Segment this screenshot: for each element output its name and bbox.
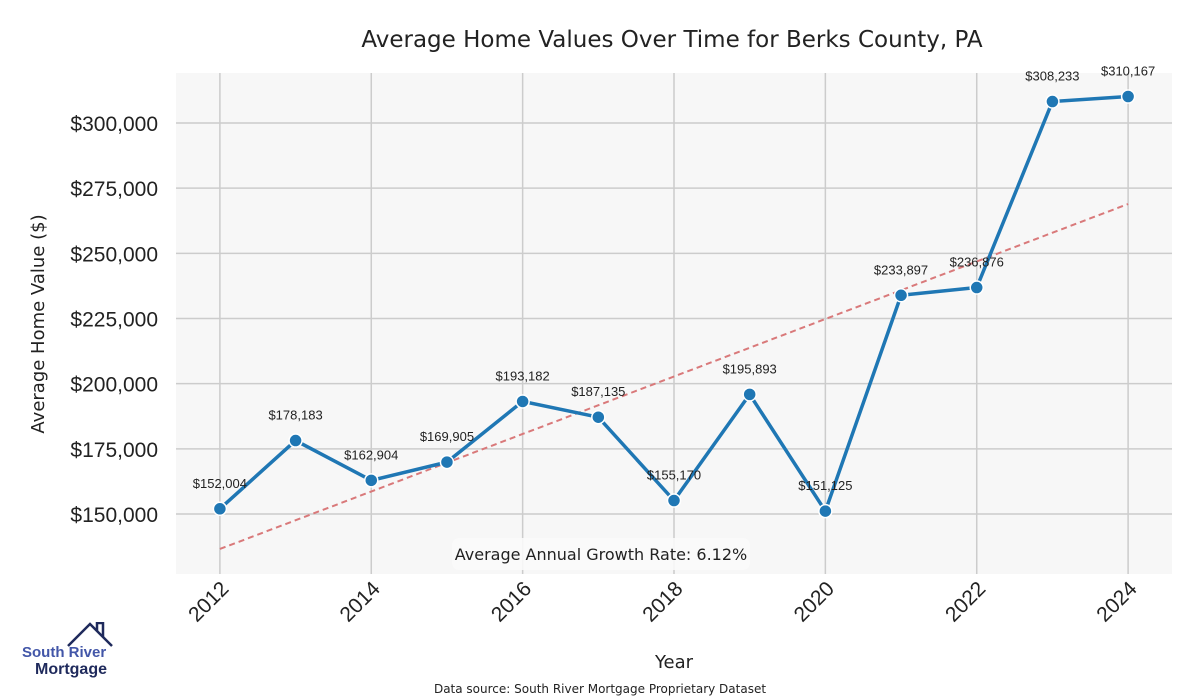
trend-line	[219, 203, 1129, 550]
x-tick-label: 2014	[336, 577, 386, 627]
data-label: $155,170	[647, 468, 701, 483]
data-label: $178,183	[268, 408, 322, 423]
annotation-box	[452, 538, 750, 570]
data-point	[1045, 94, 1060, 109]
data-point	[893, 288, 909, 303]
data-point	[364, 473, 379, 488]
data-point	[666, 493, 682, 508]
logo-line1: South River	[22, 644, 107, 661]
x-tick-label: 2022	[941, 577, 990, 626]
y-tick-label: $225,000	[70, 309, 158, 332]
y-axis-label: Average Home Value ($)	[28, 214, 49, 433]
data-point	[1120, 89, 1136, 104]
data-label: $151,125	[798, 478, 852, 493]
x-tick-label: 2018	[638, 577, 687, 626]
data-point	[742, 387, 757, 402]
data-label: $152,004	[193, 476, 247, 491]
x-tick-label: 2016	[487, 577, 536, 626]
y-tick-label: $250,000	[70, 243, 158, 266]
data-label: $233,897	[874, 262, 928, 277]
data-point	[439, 454, 455, 470]
data-point	[212, 501, 228, 517]
growth-rate-annotation: Average Annual Growth Rate: 6.12%	[455, 545, 747, 564]
y-tick-label: $200,000	[70, 374, 158, 397]
data-label: $187,135	[571, 384, 625, 399]
x-tick-label: 2024	[1092, 577, 1142, 627]
data-source-note: Data source: South River Mortgage Propri…	[434, 682, 766, 696]
data-label: $308,233	[1025, 69, 1079, 84]
data-label: $236,876	[950, 255, 1004, 270]
house-roof-icon	[67, 622, 113, 647]
y-tick-label: $275,000	[70, 178, 158, 201]
y-tick-label: $150,000	[70, 504, 158, 527]
data-point	[818, 503, 833, 519]
data-label: $169,905	[420, 429, 474, 444]
x-tick-label: 2012	[184, 577, 233, 626]
x-tick-label: 2020	[790, 577, 839, 626]
logo-line2: Mortgage	[35, 661, 107, 678]
data-point	[515, 394, 530, 409]
y-tick-label: $175,000	[70, 439, 158, 462]
chart-title: Average Home Values Over Time for Berks …	[361, 27, 983, 53]
data-label: $193,182	[496, 368, 550, 383]
x-axis-label: Year	[654, 652, 694, 673]
y-tick-label: $300,000	[70, 113, 158, 136]
south-river-mortgage-logo: South River Mortgage	[22, 622, 114, 682]
data-point	[591, 409, 606, 425]
data-label: $195,893	[723, 361, 777, 376]
data-label: $162,904	[344, 447, 398, 462]
data-point	[288, 433, 303, 448]
data-label: $310,167	[1101, 63, 1155, 78]
data-point	[969, 280, 984, 295]
